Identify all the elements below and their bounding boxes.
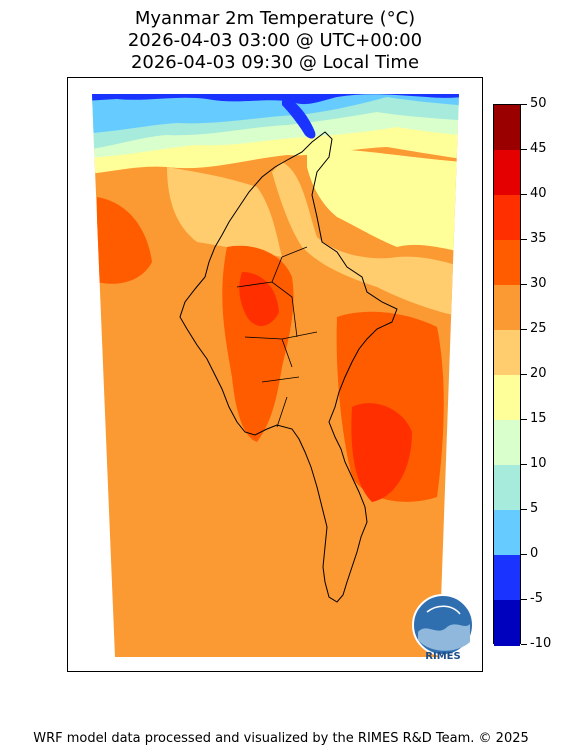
colorbar-tick-label: -10: [530, 636, 552, 651]
map-title: Myanmar 2m Temperature (°C) 2026-04-03 0…: [0, 8, 550, 74]
temperature-colorbar: [493, 104, 521, 646]
colorbar-tick-label: 50: [530, 96, 547, 111]
colorbar-tick-label: 5: [530, 501, 539, 516]
colorbar-band: [494, 420, 520, 466]
colorbar-band: [494, 555, 520, 601]
rimes-logo-text: RIMES: [425, 651, 460, 662]
title-line-1: Myanmar 2m Temperature (°C): [134, 8, 416, 29]
colorbar-tick: [521, 239, 527, 240]
colorbar-tick-label: 15: [530, 411, 547, 426]
colorbar-band: [494, 465, 520, 511]
colorbar-tick: [521, 599, 527, 600]
footer-credit: WRF model data processed and visualized …: [33, 731, 529, 746]
colorbar-tick: [521, 104, 527, 105]
colorbar-tick: [521, 644, 527, 645]
colorbar-band: [494, 150, 520, 196]
colorbar-tick-label: 35: [530, 231, 547, 246]
colorbar-tick: [521, 194, 527, 195]
colorbar-tick-label: 45: [530, 141, 547, 156]
colorbar-tick-label: 30: [530, 276, 547, 291]
colorbar-tick-label: 40: [530, 186, 547, 201]
temperature-field: [92, 94, 459, 657]
colorbar-tick: [521, 374, 527, 375]
colorbar-band: [494, 600, 520, 646]
colorbar-tick-label: 10: [530, 456, 547, 471]
colorbar-tick-label: 20: [530, 366, 547, 381]
temperature-map: RIMES: [92, 94, 474, 662]
colorbar-band: [494, 375, 520, 421]
rimes-logo: RIMES: [412, 594, 474, 662]
title-line-3: 2026-04-03 09:30 @ Local Time: [130, 52, 420, 73]
colorbar-tick: [521, 284, 527, 285]
colorbar-tick-label: 0: [530, 546, 539, 561]
colorbar-band: [494, 195, 520, 241]
colorbar-tick-label: -5: [530, 591, 543, 606]
colorbar-tick: [521, 464, 527, 465]
colorbar-tick: [521, 509, 527, 510]
colorbar-tick-label: 25: [530, 321, 547, 336]
colorbar-tick: [521, 329, 527, 330]
myanmar-border: [179, 131, 398, 603]
colorbar-tick: [521, 554, 527, 555]
colorbar-band: [494, 105, 520, 151]
colorbar-band: [494, 240, 520, 286]
colorbar-band: [494, 330, 520, 376]
colorbar-tick: [521, 149, 527, 150]
colorbar-band: [494, 285, 520, 331]
colorbar-band: [494, 510, 520, 556]
colorbar-tick: [521, 419, 527, 420]
title-line-2: 2026-04-03 03:00 @ UTC+00:00: [127, 30, 423, 51]
